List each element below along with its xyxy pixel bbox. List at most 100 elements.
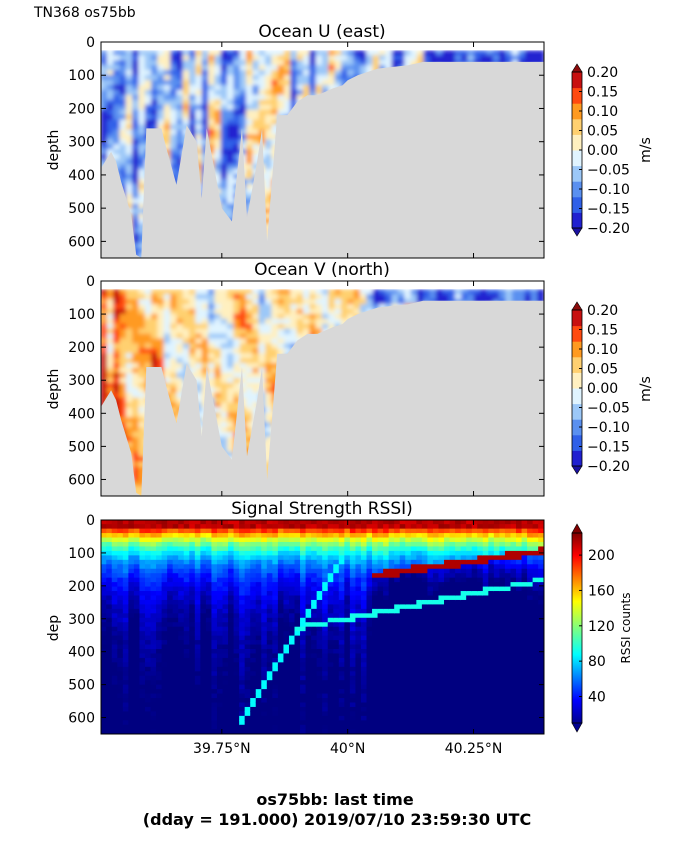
colorbar-level-5	[572, 134, 582, 151]
colorbar-rssi: 200 160 120 80 40	[571, 523, 615, 733]
colorbar-tick-label-7: −0.15	[587, 202, 630, 218]
colorbar-level-4	[572, 150, 582, 167]
ytick-label-300: 300	[68, 135, 95, 151]
colorbar-level-8	[572, 325, 582, 342]
axes-rssi: 0 100 200 300 400 500 600 39.75°N 40°N 40.25°N	[68, 513, 544, 757]
colorbar-tick-label-0: 200	[588, 548, 615, 564]
colorbar-level-0	[572, 450, 582, 467]
plot-frame-v	[100, 280, 545, 497]
colorbar-level-7	[572, 341, 582, 358]
colorbar-label-u: m/s	[638, 137, 654, 163]
colorbar-tick-label-6: −0.10	[587, 182, 630, 198]
colorbar-tick-label-5: −0.05	[587, 401, 630, 417]
colorbar-level-4	[572, 388, 582, 405]
ylabel-rssi: dep	[46, 615, 62, 642]
colorbar-tick-label-3: 0.05	[587, 124, 618, 140]
ytick-label-100: 100	[68, 68, 95, 84]
plot-frame-rssi	[100, 519, 545, 735]
xtick-label-0: 39.75°N	[193, 741, 251, 757]
colorbar-level-1	[572, 434, 582, 451]
colorbar-tick-label-4: 40	[588, 689, 606, 705]
surface-gap	[101, 42, 544, 51]
colorbar-tick-label-5: −0.05	[587, 163, 630, 179]
colorbar-tick-label-6: −0.10	[587, 420, 630, 436]
ytick-label-300: 300	[68, 373, 95, 389]
axes-v: 0 100 200 300 400 500 600	[68, 274, 544, 496]
ytick-label-100: 100	[68, 546, 95, 562]
colorbar-gradient	[572, 533, 582, 723]
colorbar-level-3	[572, 403, 582, 420]
colorbar-tick-label-3: 80	[588, 654, 606, 670]
rssi-field	[101, 520, 544, 734]
seafloor-mask	[101, 61, 544, 258]
colorbar-tick-label-1: 0.15	[587, 85, 618, 101]
colorbar-tick-label-8: −0.20	[587, 221, 630, 237]
colorbar-label-rssi: RSSI counts	[619, 592, 633, 663]
colorbar-tick-label-0: 0.20	[587, 65, 618, 81]
colorbar-extend-low	[571, 465, 583, 475]
colorbar-extend-low	[571, 722, 583, 733]
colorbar-extend-high	[571, 63, 583, 73]
colorbar-u: 0.20 0.15 0.10 0.05 0.00 −0.05 −0.10 −0.15 −0.20	[571, 63, 630, 237]
colorbar-tick-label-1: 0.15	[587, 323, 618, 339]
colorbar-label-v: m/s	[638, 376, 654, 402]
footer-timestamp: (dday = 191.000) 2019/07/10 23:59:30 UTC	[143, 810, 531, 829]
plot-frame-u	[100, 41, 545, 259]
colorbar-extend-high	[571, 523, 583, 534]
ytick-label-500: 500	[68, 678, 95, 694]
ylabel-u: depth	[46, 130, 62, 171]
colorbar-level-2	[572, 419, 582, 436]
ytick-label-200: 200	[68, 340, 95, 356]
ytick-label-0: 0	[86, 513, 95, 529]
ytick-label-0: 0	[86, 274, 95, 290]
ytick-label-500: 500	[68, 439, 95, 455]
panel-title-rssi: Signal Strength RSSI)	[231, 499, 413, 519]
ytick-label-100: 100	[68, 307, 95, 323]
ytick-label-400: 400	[68, 406, 95, 422]
colorbar-level-6	[572, 118, 582, 135]
ytick-label-600: 600	[68, 234, 95, 250]
colorbar-level-5	[572, 372, 582, 389]
panel-rssi: Signal Strength RSSI) 0 100 200 300 400 500 60…	[46, 499, 633, 757]
ytick-label-300: 300	[68, 612, 95, 628]
ytick-label-500: 500	[68, 201, 95, 217]
surface-gap	[101, 281, 544, 290]
colorbar-level-9	[572, 310, 582, 327]
ytick-label-400: 400	[68, 168, 95, 184]
colorbar-v: 0.20 0.15 0.10 0.05 0.00 −0.05 −0.10 −0.15 −0.20	[571, 301, 630, 475]
panel-ocean-v: Ocean V (north) 0 100 200 300 400 500 600 dept…	[46, 260, 654, 497]
colorbar-tick-label-8: −0.20	[587, 459, 630, 475]
colorbar-level-8	[572, 87, 582, 104]
ytick-label-200: 200	[68, 579, 95, 595]
colorbar-tick-label-0: 0.20	[587, 303, 618, 319]
panel-title-v: Ocean V (north)	[254, 260, 390, 280]
axes-u: 0 100 200 300 400 500 600	[68, 35, 544, 258]
colorbar-level-3	[572, 165, 582, 182]
v-velocity-field	[101, 281, 544, 496]
colorbar-extend-high	[571, 301, 583, 311]
footer-title: os75bb: last time	[256, 790, 413, 809]
panel-title-u: Ocean U (east)	[258, 22, 385, 42]
colorbar-level-9	[572, 72, 582, 89]
corner-label: TN368 os75bb	[33, 5, 136, 21]
u-velocity-field	[101, 42, 544, 258]
colorbar-level-0	[572, 212, 582, 229]
colorbar-tick-label-3: 0.05	[587, 362, 618, 378]
colorbar-level-6	[572, 356, 582, 373]
colorbar-extend-low	[571, 227, 583, 237]
colorbar-tick-label-2: 0.10	[587, 104, 618, 120]
seafloor-mask	[101, 300, 544, 496]
colorbar-level-2	[572, 181, 582, 198]
colorbar-level-7	[572, 103, 582, 120]
ytick-label-0: 0	[86, 35, 95, 51]
colorbar-level-1	[572, 196, 582, 213]
colorbar-tick-label-2: 0.10	[587, 342, 618, 358]
colorbar-tick-label-4: 0.00	[587, 381, 618, 397]
ytick-label-400: 400	[68, 645, 95, 661]
ytick-label-200: 200	[68, 101, 95, 117]
colorbar-frame	[571, 532, 583, 724]
ytick-label-600: 600	[68, 711, 95, 727]
colorbar-tick-label-7: −0.15	[587, 440, 630, 456]
xtick-label-2: 40.25°N	[445, 741, 503, 757]
